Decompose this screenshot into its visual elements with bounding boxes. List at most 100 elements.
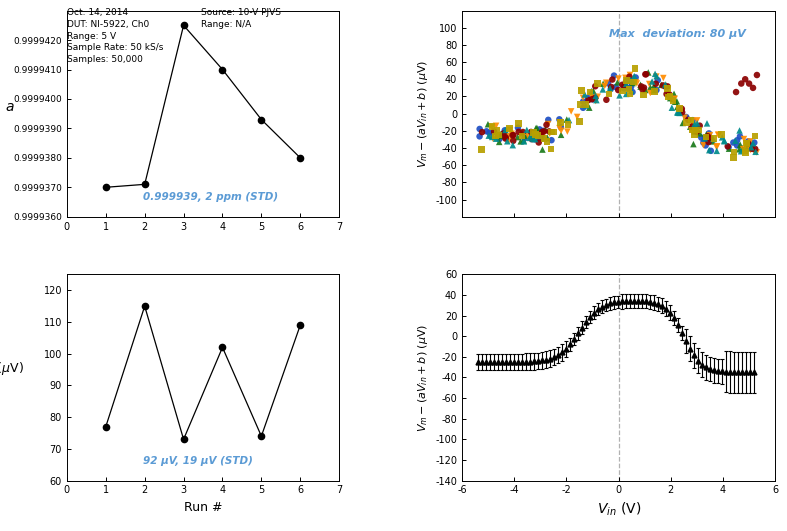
- Point: [579, 101, 592, 110]
- Point: [625, 82, 637, 91]
- Point: [530, 124, 543, 132]
- Point: [742, 140, 755, 148]
- Text: 92 μV, 19 μV (STD): 92 μV, 19 μV (STD): [143, 456, 253, 466]
- Point: [503, 124, 515, 133]
- Point: [642, 68, 655, 76]
- Point: [644, 89, 656, 97]
- Point: [708, 134, 720, 143]
- Point: [704, 131, 716, 140]
- Point: [582, 96, 595, 104]
- Point: [655, 81, 667, 89]
- Point: [600, 79, 612, 87]
- Point: [700, 130, 713, 139]
- Point: [751, 148, 763, 157]
- Point: [586, 94, 599, 102]
- Point: [663, 93, 675, 101]
- Point: [620, 80, 633, 88]
- Point: [577, 93, 589, 102]
- Point: [743, 79, 756, 88]
- Point: [693, 126, 705, 134]
- Point: [689, 119, 701, 128]
- Point: [541, 120, 554, 129]
- Point: [731, 141, 744, 150]
- Point: [500, 133, 512, 142]
- Point: [731, 136, 744, 144]
- Point: [728, 148, 741, 156]
- Point: [518, 134, 530, 142]
- Point: [629, 64, 641, 73]
- Point: [604, 84, 616, 92]
- Point: [522, 132, 534, 141]
- Point: [515, 129, 528, 138]
- Point: [501, 137, 514, 145]
- Point: [663, 91, 676, 100]
- Point: [589, 82, 601, 90]
- Point: [659, 80, 671, 89]
- Point: [704, 147, 717, 155]
- Point: [652, 76, 664, 84]
- Point: [735, 79, 748, 88]
- Point: [635, 82, 648, 91]
- Point: [648, 70, 661, 78]
- Point: [672, 108, 685, 117]
- Point: [749, 148, 762, 156]
- Point: [562, 120, 575, 129]
- Text: Max  deviation: 80 μV: Max deviation: 80 μV: [609, 29, 746, 39]
- Point: [561, 127, 574, 136]
- Point: [640, 70, 652, 79]
- Point: [744, 141, 756, 150]
- Point: [680, 118, 693, 127]
- Point: [545, 136, 558, 144]
- Point: [643, 80, 656, 88]
- Point: [695, 133, 708, 142]
- Point: [542, 116, 555, 124]
- Point: [646, 77, 659, 85]
- Point: [525, 131, 538, 139]
- Point: [530, 134, 543, 143]
- Point: [667, 96, 679, 105]
- Point: [630, 73, 642, 82]
- Point: [697, 139, 710, 147]
- Point: [644, 83, 656, 91]
- Point: [515, 137, 527, 145]
- Point: [619, 81, 631, 90]
- Point: [626, 79, 638, 87]
- Point: [475, 145, 488, 154]
- Point: [515, 132, 528, 140]
- Point: [534, 131, 546, 139]
- Point: [616, 81, 629, 89]
- Point: [700, 141, 712, 150]
- Point: [662, 89, 674, 98]
- Point: [526, 135, 538, 143]
- Point: [592, 92, 604, 101]
- Point: [729, 136, 741, 145]
- Point: [686, 117, 699, 125]
- Point: [623, 71, 636, 79]
- Point: [512, 124, 524, 132]
- Point: [727, 153, 740, 162]
- Point: [573, 117, 586, 126]
- Point: [715, 130, 728, 139]
- Point: [628, 72, 641, 80]
- Point: [603, 90, 615, 98]
- Point: [668, 95, 681, 103]
- Point: [601, 79, 614, 88]
- Point: [626, 76, 639, 85]
- Point: [483, 129, 496, 137]
- Point: [600, 96, 612, 104]
- Point: [490, 126, 503, 134]
- Point: [553, 115, 566, 124]
- Point: [630, 79, 643, 88]
- Point: [684, 123, 696, 131]
- Point: [737, 135, 750, 143]
- Point: [486, 122, 498, 131]
- Point: [647, 86, 660, 95]
- Point: [710, 143, 722, 151]
- Point: [527, 135, 539, 143]
- Point: [689, 126, 701, 135]
- Point: [613, 91, 626, 100]
- Point: [689, 124, 701, 133]
- Point: [554, 118, 567, 127]
- Point: [735, 147, 748, 156]
- Point: [682, 116, 694, 124]
